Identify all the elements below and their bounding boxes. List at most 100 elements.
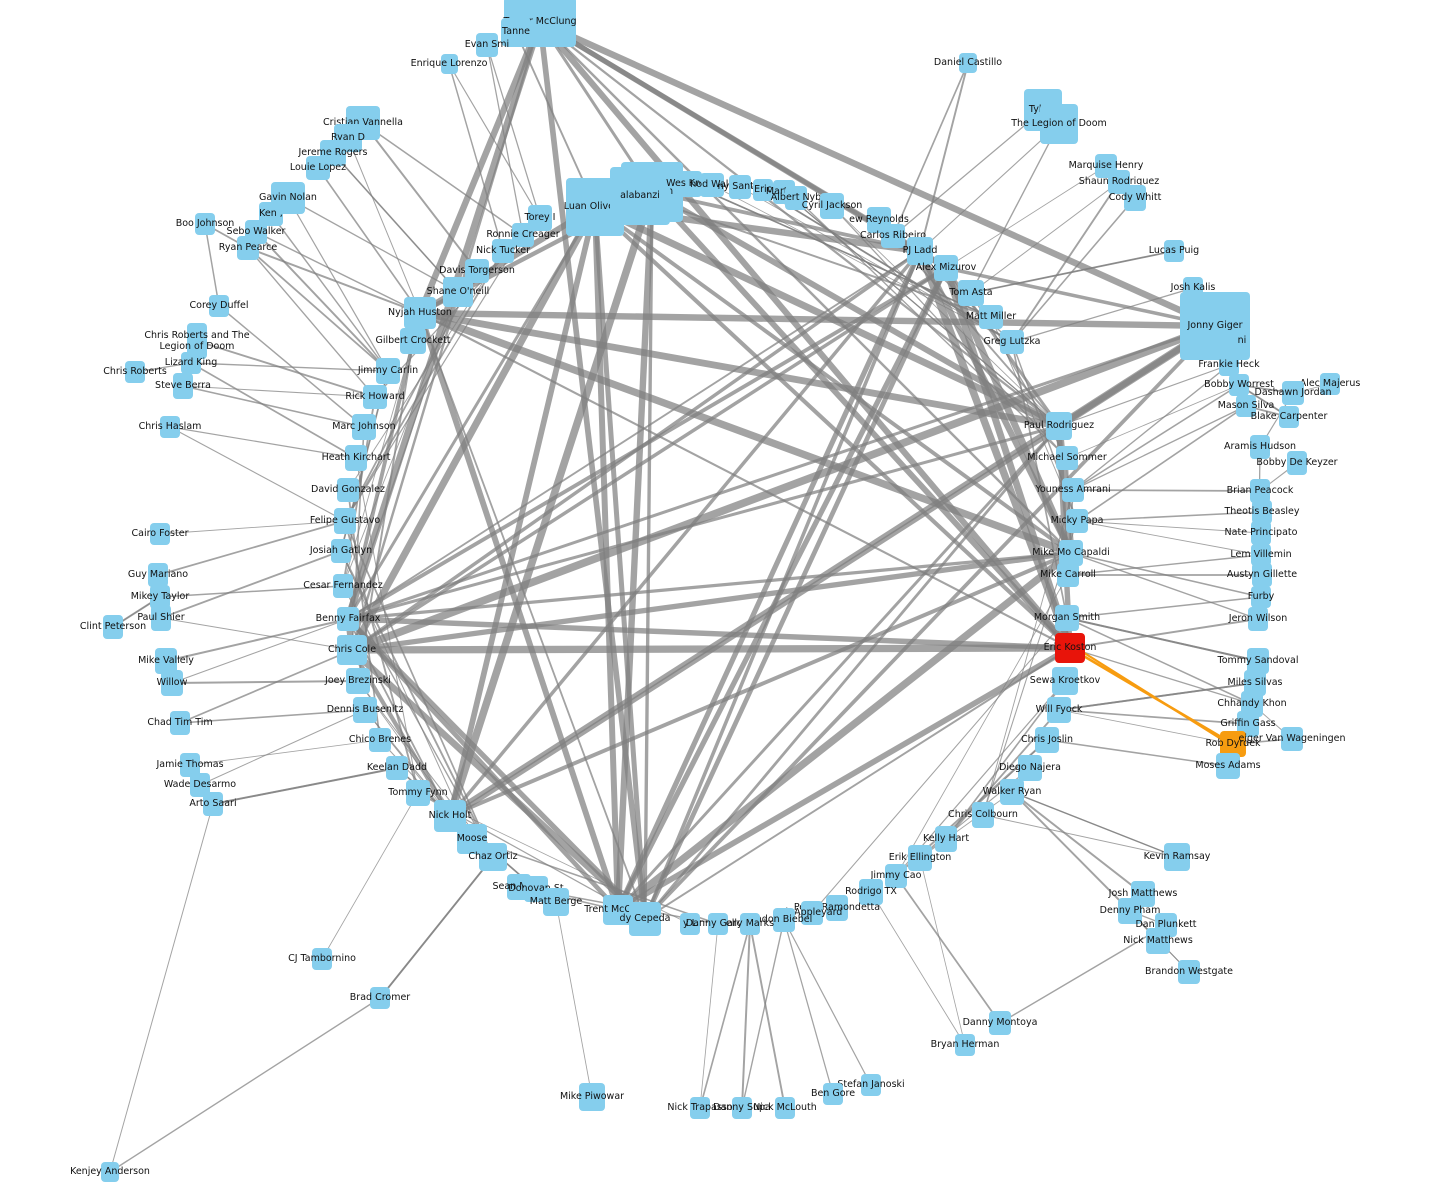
graph-node[interactable] (1066, 509, 1088, 533)
graph-node[interactable] (173, 373, 193, 399)
graph-node[interactable] (1282, 381, 1304, 405)
graph-node[interactable] (1281, 727, 1303, 751)
graph-node[interactable] (955, 1034, 975, 1056)
graph-node[interactable] (1124, 185, 1146, 211)
graph-node[interactable] (959, 53, 977, 73)
graph-node[interactable] (603, 895, 633, 925)
graph-node[interactable] (440, 54, 458, 74)
graph-node[interactable] (1250, 435, 1270, 459)
graph-node[interactable] (1320, 373, 1340, 395)
graph-node[interactable] (1000, 779, 1024, 805)
graph-node[interactable] (700, 173, 724, 197)
graph-node[interactable] (180, 753, 200, 777)
graph-node[interactable] (312, 948, 332, 970)
graph-node[interactable] (363, 385, 387, 409)
graph-node[interactable] (337, 607, 359, 631)
graph-node[interactable] (237, 236, 259, 260)
graph-node[interactable] (1164, 843, 1190, 871)
graph-node[interactable] (352, 414, 376, 440)
graph-node[interactable] (476, 33, 498, 57)
graph-node[interactable] (885, 864, 907, 888)
graph-node[interactable] (753, 179, 773, 201)
graph-node[interactable] (579, 1083, 605, 1111)
graph-node[interactable] (773, 908, 795, 932)
graph-node[interactable] (1236, 395, 1256, 417)
graph-node[interactable] (334, 508, 356, 534)
graph-node[interactable] (337, 478, 359, 502)
graph-node[interactable] (1251, 521, 1271, 545)
graph-node[interactable] (170, 711, 190, 735)
graph-node[interactable] (150, 523, 170, 545)
graph-node[interactable] (1236, 335, 1248, 347)
graph-node[interactable] (306, 156, 330, 180)
graph-node[interactable] (376, 358, 400, 384)
graph-node[interactable] (972, 802, 994, 828)
graph-node[interactable] (512, 223, 534, 247)
graph-node[interactable] (881, 224, 905, 248)
graph-node[interactable] (101, 1162, 119, 1182)
graph-node[interactable] (934, 255, 958, 281)
graph-node[interactable] (678, 171, 702, 197)
graph-node[interactable] (1252, 563, 1272, 587)
graph-node[interactable] (1250, 479, 1270, 503)
graph-node[interactable] (1062, 478, 1084, 502)
graph-node[interactable] (209, 295, 229, 317)
graph-node[interactable] (1180, 292, 1250, 360)
graph-node[interactable] (203, 792, 223, 816)
graph-node[interactable] (125, 361, 145, 383)
graph-node[interactable] (406, 780, 430, 806)
graph-node[interactable] (369, 728, 391, 752)
graph-node[interactable] (1056, 446, 1078, 470)
graph-node[interactable] (732, 1097, 752, 1119)
graph-node[interactable] (1287, 451, 1307, 475)
graph-node[interactable] (935, 826, 957, 852)
graph-node[interactable] (908, 845, 932, 871)
graph-node[interactable] (989, 1011, 1011, 1035)
graph-node[interactable] (160, 416, 180, 438)
graph-node[interactable] (1216, 753, 1240, 779)
graph-node[interactable] (1219, 354, 1239, 376)
graph-node[interactable] (1241, 691, 1263, 717)
graph-node[interactable] (740, 913, 760, 935)
graph-node[interactable] (543, 888, 569, 916)
graph-node[interactable] (1164, 240, 1184, 262)
graph-node[interactable] (187, 323, 207, 359)
graph-node[interactable] (1279, 406, 1299, 428)
graph-node[interactable] (861, 1074, 881, 1096)
graph-node[interactable] (1055, 605, 1079, 631)
graph-node[interactable] (400, 328, 426, 354)
graph-node[interactable] (370, 987, 390, 1009)
graph-node[interactable] (1047, 697, 1071, 723)
graph-node[interactable] (148, 563, 168, 587)
graph-node[interactable] (150, 585, 170, 609)
graph-node[interactable] (826, 895, 848, 921)
graph-node[interactable] (151, 605, 171, 631)
graph-node[interactable] (181, 352, 201, 374)
graph-node[interactable] (801, 901, 823, 925)
graph-node[interactable] (680, 913, 700, 935)
graph-node[interactable] (331, 539, 351, 563)
graph-node[interactable] (479, 843, 507, 871)
graph-node[interactable] (190, 773, 210, 797)
graph-node[interactable] (386, 756, 408, 780)
graph-node[interactable] (1178, 960, 1200, 984)
graph-node[interactable] (404, 297, 436, 329)
graph-node[interactable] (859, 879, 883, 905)
graph-node[interactable] (333, 574, 353, 598)
graph-node[interactable] (155, 648, 177, 674)
graph-node[interactable] (1035, 727, 1059, 753)
graph-node[interactable] (1118, 898, 1142, 924)
graph-node[interactable] (1146, 928, 1170, 954)
graph-node[interactable] (820, 193, 844, 219)
graph-node[interactable] (1229, 374, 1249, 396)
graph-node[interactable] (161, 670, 183, 696)
graph-node[interactable] (1046, 412, 1072, 440)
graph-node[interactable] (1059, 540, 1083, 566)
graph-node[interactable] (775, 1097, 795, 1119)
graph-node[interactable] (1244, 670, 1266, 696)
graph-node[interactable] (1018, 755, 1042, 781)
graph-node[interactable] (1055, 633, 1085, 663)
graph-node[interactable] (1248, 607, 1268, 631)
graph-node[interactable] (443, 277, 473, 307)
